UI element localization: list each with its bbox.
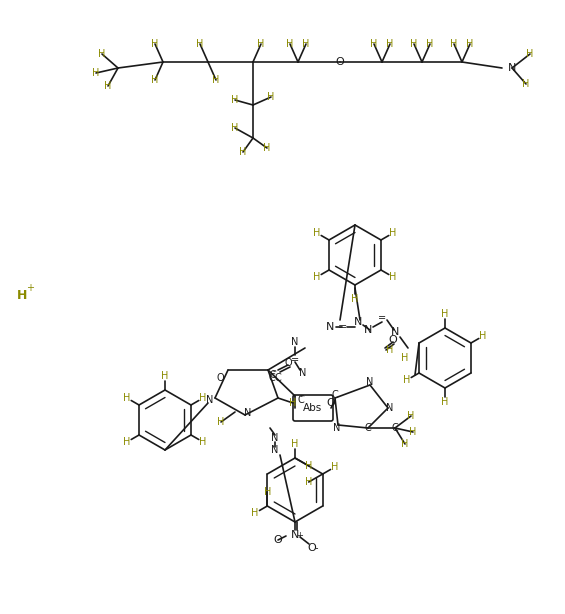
- Text: N: N: [326, 322, 334, 332]
- Text: =: =: [338, 322, 347, 332]
- Text: H: H: [480, 331, 487, 341]
- Text: H: H: [409, 427, 416, 437]
- Text: N: N: [271, 445, 279, 455]
- Text: N: N: [299, 368, 307, 378]
- Text: H: H: [123, 393, 131, 403]
- Text: H: H: [389, 272, 397, 282]
- Text: =: =: [378, 313, 386, 323]
- Text: O: O: [307, 543, 316, 553]
- Text: H: H: [199, 437, 207, 447]
- Text: N: N: [354, 317, 362, 327]
- Text: +: +: [297, 530, 303, 540]
- Text: H: H: [162, 371, 169, 381]
- Text: O: O: [273, 535, 282, 545]
- Text: H: H: [92, 68, 99, 78]
- Text: C: C: [364, 423, 371, 433]
- Text: H: H: [407, 411, 415, 421]
- Text: H: H: [313, 272, 320, 282]
- Text: H: H: [305, 477, 312, 487]
- Text: O: O: [284, 358, 292, 368]
- Text: H: H: [313, 228, 320, 238]
- Text: H: H: [441, 397, 449, 407]
- Text: O: O: [216, 373, 224, 383]
- Text: H: H: [403, 375, 411, 385]
- Text: H: H: [267, 92, 275, 102]
- Text: H: H: [441, 309, 449, 319]
- Text: H: H: [292, 439, 299, 449]
- Text: H: H: [289, 398, 297, 408]
- Text: N: N: [271, 433, 279, 443]
- Text: N: N: [386, 403, 394, 413]
- Text: H: H: [240, 147, 247, 157]
- Text: C: C: [332, 390, 338, 400]
- Text: H: H: [105, 81, 112, 91]
- Text: +: +: [26, 283, 34, 293]
- Text: H: H: [305, 461, 312, 471]
- Text: -: -: [272, 368, 276, 376]
- Text: H: H: [331, 462, 338, 472]
- Text: N: N: [292, 337, 299, 347]
- Text: N: N: [206, 395, 214, 405]
- Text: C: C: [298, 395, 305, 405]
- Text: H: H: [212, 75, 220, 85]
- Text: N: N: [366, 377, 373, 387]
- Text: H: H: [257, 39, 264, 49]
- Text: H: H: [17, 289, 27, 301]
- Text: H: H: [151, 75, 159, 85]
- Text: H: H: [527, 49, 534, 59]
- Text: H: H: [427, 39, 434, 49]
- Text: C: C: [270, 370, 276, 380]
- Text: H: H: [386, 345, 394, 355]
- Text: H: H: [123, 437, 131, 447]
- Text: -: -: [299, 392, 302, 402]
- Text: N: N: [244, 408, 251, 418]
- Text: H: H: [231, 95, 238, 105]
- Text: N: N: [291, 530, 299, 540]
- Text: =: =: [291, 355, 299, 365]
- Text: H: H: [302, 39, 310, 49]
- Text: H: H: [386, 39, 394, 49]
- Text: N: N: [508, 63, 516, 73]
- Text: H: H: [199, 393, 207, 403]
- Text: H: H: [370, 39, 377, 49]
- Text: H: H: [218, 417, 225, 427]
- Text: C: C: [392, 423, 398, 433]
- Text: H: H: [286, 39, 294, 49]
- Text: H: H: [389, 228, 397, 238]
- Text: C: C: [275, 373, 281, 383]
- Text: O: O: [389, 335, 397, 345]
- Text: Abs: Abs: [303, 403, 323, 413]
- Text: H: H: [196, 39, 204, 49]
- Text: H: H: [231, 123, 238, 133]
- Text: H: H: [410, 39, 418, 49]
- Text: H: H: [401, 353, 408, 363]
- Text: N: N: [391, 327, 399, 337]
- Text: C: C: [268, 373, 275, 383]
- Text: H: H: [151, 39, 159, 49]
- Text: H: H: [450, 39, 458, 49]
- FancyBboxPatch shape: [293, 395, 333, 421]
- Text: H: H: [522, 79, 529, 89]
- Text: -: -: [314, 543, 318, 553]
- Text: H: H: [263, 143, 271, 153]
- Text: H: H: [466, 39, 473, 49]
- Text: N: N: [333, 423, 341, 433]
- Text: H: H: [98, 49, 106, 59]
- Text: H: H: [251, 508, 259, 518]
- Text: N: N: [364, 325, 372, 335]
- Text: H: H: [351, 294, 359, 304]
- Text: O: O: [327, 398, 336, 408]
- Text: O: O: [336, 57, 345, 67]
- Text: H: H: [401, 439, 408, 449]
- Text: H: H: [264, 487, 271, 497]
